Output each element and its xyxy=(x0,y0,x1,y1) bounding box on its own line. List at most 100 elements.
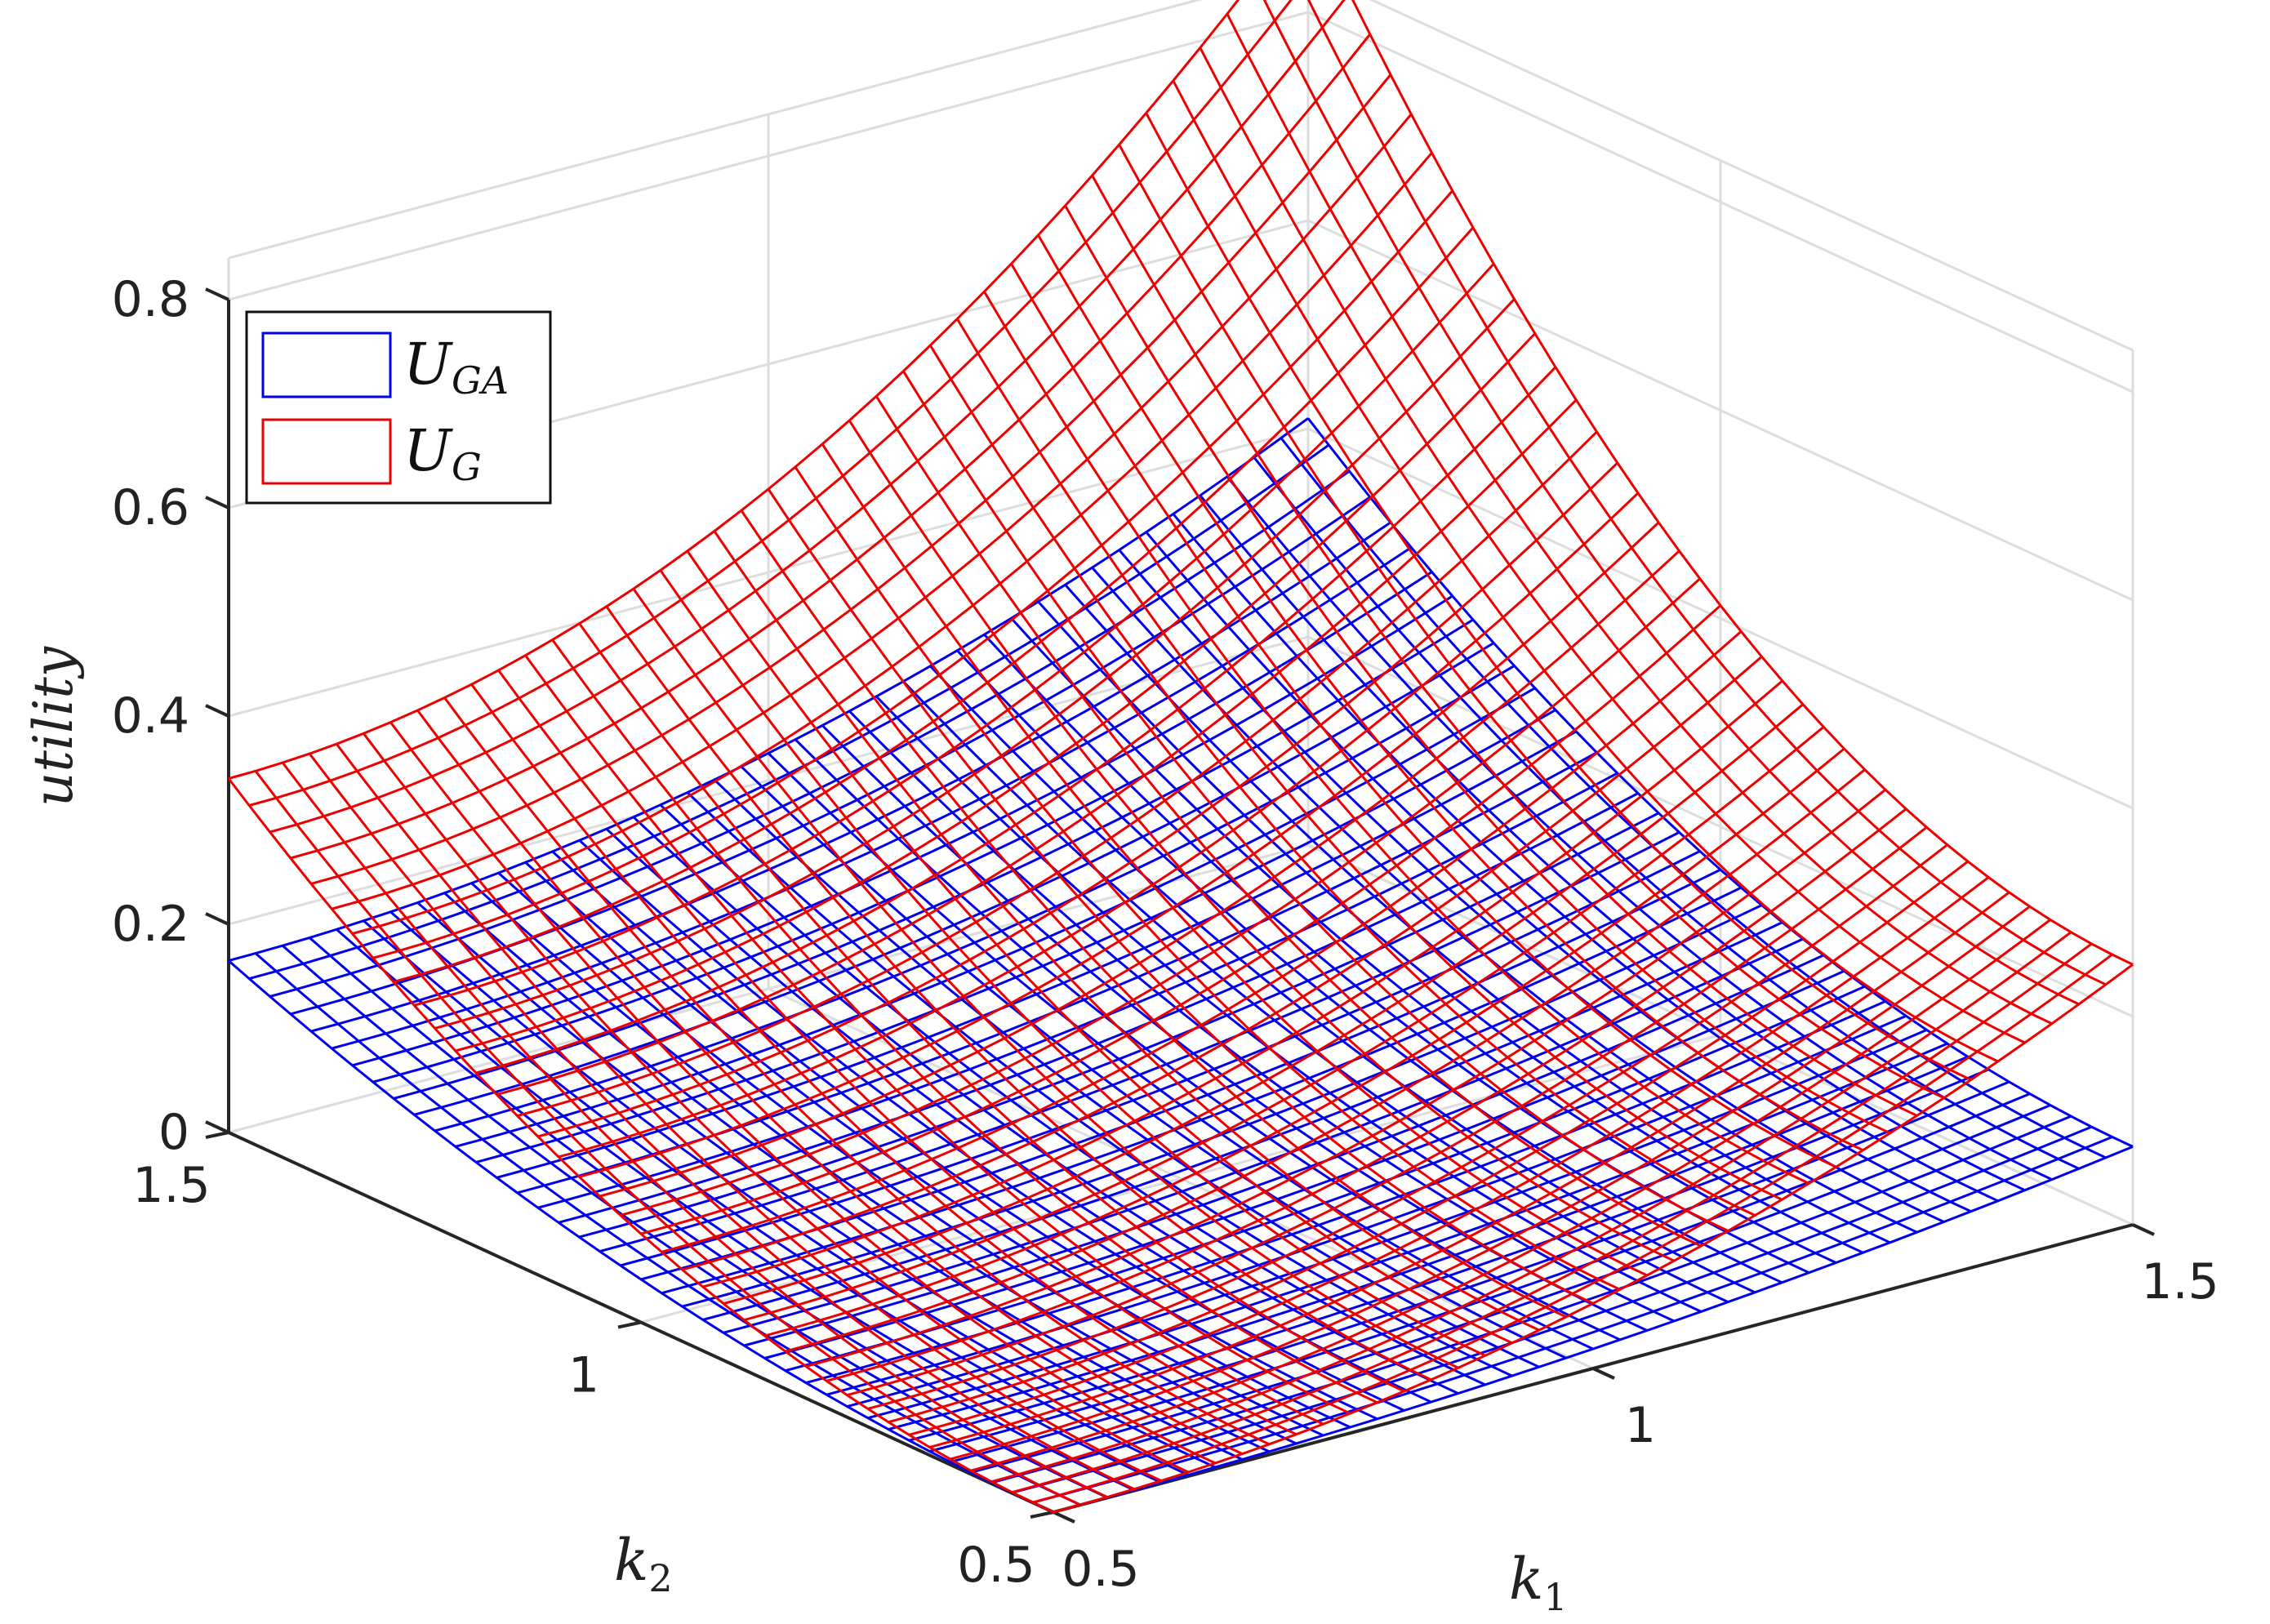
axes xyxy=(205,287,2155,1524)
y-tick xyxy=(205,1131,229,1139)
surface-line-k2 xyxy=(682,904,1763,1308)
surface-line-k2 xyxy=(1053,1146,2134,1514)
legend-label-uga: UGA xyxy=(403,331,509,403)
z-tick-label: 0.6 xyxy=(112,479,189,536)
surface-line-k2 xyxy=(517,430,1598,1118)
surface-line-k2 xyxy=(269,469,1351,998)
surface-line-k2 xyxy=(413,263,1495,1007)
surface-line-k2 xyxy=(248,443,1330,981)
surface-line-k2 xyxy=(929,891,2010,1448)
surface-line-k2 xyxy=(908,1068,1989,1442)
x-axis-label: k1 xyxy=(1509,1546,1568,1619)
surface-line-k2 xyxy=(743,954,1824,1347)
surface-line-k2 xyxy=(599,549,1680,1198)
surface-line-k2 xyxy=(805,789,1886,1368)
surface-line-k2 xyxy=(682,656,1763,1271)
y-axis-label-sub: 2 xyxy=(648,1556,672,1600)
surface-line-k2 xyxy=(723,937,1804,1334)
surface-line-k2 xyxy=(290,33,1371,860)
surface-line-k2 xyxy=(826,1014,1907,1396)
surface-line-k2 xyxy=(743,726,1825,1322)
surface-uga xyxy=(228,417,2134,1514)
surface-line-k2 xyxy=(475,366,1557,1075)
svg-text:k2: k2 xyxy=(614,1527,673,1600)
y-axis-label: k2 xyxy=(614,1527,673,1600)
surface-line-k2 xyxy=(990,1115,2072,1484)
surface-line-k2 xyxy=(1012,1125,2093,1494)
surface-line-k2 xyxy=(764,969,1845,1359)
surface-line-k2 xyxy=(970,1104,2051,1474)
surface-line-k2 xyxy=(888,1055,1969,1431)
surface-line-k2 xyxy=(269,0,1346,834)
surface-line-k2 xyxy=(228,0,1240,780)
surface-line-k2 xyxy=(578,521,1660,1178)
surface-line-k2 xyxy=(1032,1136,2113,1504)
surface-line-k2 xyxy=(702,679,1783,1288)
z-axis-label: utility xyxy=(22,646,85,807)
x-tick xyxy=(1592,1367,1615,1380)
y-tick xyxy=(617,1320,642,1329)
surface-line-k2 xyxy=(372,189,1453,959)
surface-line-k2 xyxy=(950,1092,2031,1464)
y-tick-label: 1.5 xyxy=(132,1157,210,1214)
surface-line-k2 xyxy=(310,73,1392,885)
surface-line-k2 xyxy=(888,860,1969,1424)
legend-swatch-ug xyxy=(261,418,392,485)
x-axis-label-sub: 1 xyxy=(1543,1575,1567,1619)
surface-line-k2 xyxy=(537,461,1618,1138)
surface-line-k2 xyxy=(908,876,1990,1436)
legend-swatch-uga xyxy=(261,331,392,398)
surface-line-k2 xyxy=(970,919,2051,1472)
legend: UGA UG xyxy=(245,310,552,505)
surface-line-k2 xyxy=(661,886,1742,1295)
surface-line-k2 xyxy=(393,618,1474,1100)
surface-line-k2 xyxy=(847,826,1928,1397)
svg-text:k1: k1 xyxy=(1509,1546,1568,1619)
surface-line-k2 xyxy=(950,905,2031,1461)
surface-line-k2 xyxy=(228,417,1309,963)
surface-line-k2 xyxy=(1053,963,2134,1514)
surface-line-k2 xyxy=(393,226,1475,984)
z-tick xyxy=(205,496,229,509)
surfaces xyxy=(227,0,2134,1514)
grid-y-floor-line xyxy=(228,843,1309,1134)
surface-line-k2 xyxy=(929,1080,2010,1453)
surface-line-k2 xyxy=(1032,953,2113,1504)
surface-line-k2 xyxy=(867,843,1948,1410)
x-tick xyxy=(2132,1223,2155,1236)
z-tick xyxy=(205,912,229,926)
surface-line-k2 xyxy=(352,571,1433,1067)
surface-line-k2 xyxy=(558,492,1640,1159)
x-tick-label: 0.5 xyxy=(1062,1541,1139,1598)
surface-line-k2 xyxy=(331,546,1413,1050)
z-tick-label: 0.4 xyxy=(112,687,189,745)
surface-line-k2 xyxy=(826,808,1907,1382)
surface-line-k2 xyxy=(723,703,1804,1306)
z-tick-label: 0 xyxy=(158,1104,189,1161)
surface-ug xyxy=(227,0,2134,1514)
surface-line-k2 xyxy=(785,768,1866,1353)
z-tick xyxy=(205,704,229,718)
surface-line-k2 xyxy=(867,1042,1948,1420)
x-tick-label: 1 xyxy=(1625,1397,1656,1454)
surface-line-k2 xyxy=(1012,942,2093,1494)
legend-label-ug: UG xyxy=(403,417,482,489)
x-axis-label-main: k xyxy=(1509,1546,1543,1613)
surface-line-k2 xyxy=(661,630,1743,1253)
back-wall-top xyxy=(228,0,2134,352)
x-tick-label: 1.5 xyxy=(2141,1253,2219,1310)
surface-line-k2 xyxy=(496,398,1578,1097)
surface-line-k2 xyxy=(455,332,1536,1052)
y-axis-label-main: k xyxy=(614,1527,648,1594)
z-tick xyxy=(205,287,229,301)
tick-labels: 0 0.2 0.4 0.6 0.8 0.5 1 1.5 0.5 1 1.5 xyxy=(112,271,2219,1598)
surface-line-k2 xyxy=(640,604,1721,1235)
z-tick-label: 0.8 xyxy=(112,271,189,328)
surface-line-k2 xyxy=(475,709,1556,1163)
surface-line-k2 xyxy=(599,831,1680,1253)
surface-line-k2 xyxy=(352,152,1433,935)
z-tick xyxy=(205,1120,229,1134)
surface-line-k2 xyxy=(434,298,1516,1030)
